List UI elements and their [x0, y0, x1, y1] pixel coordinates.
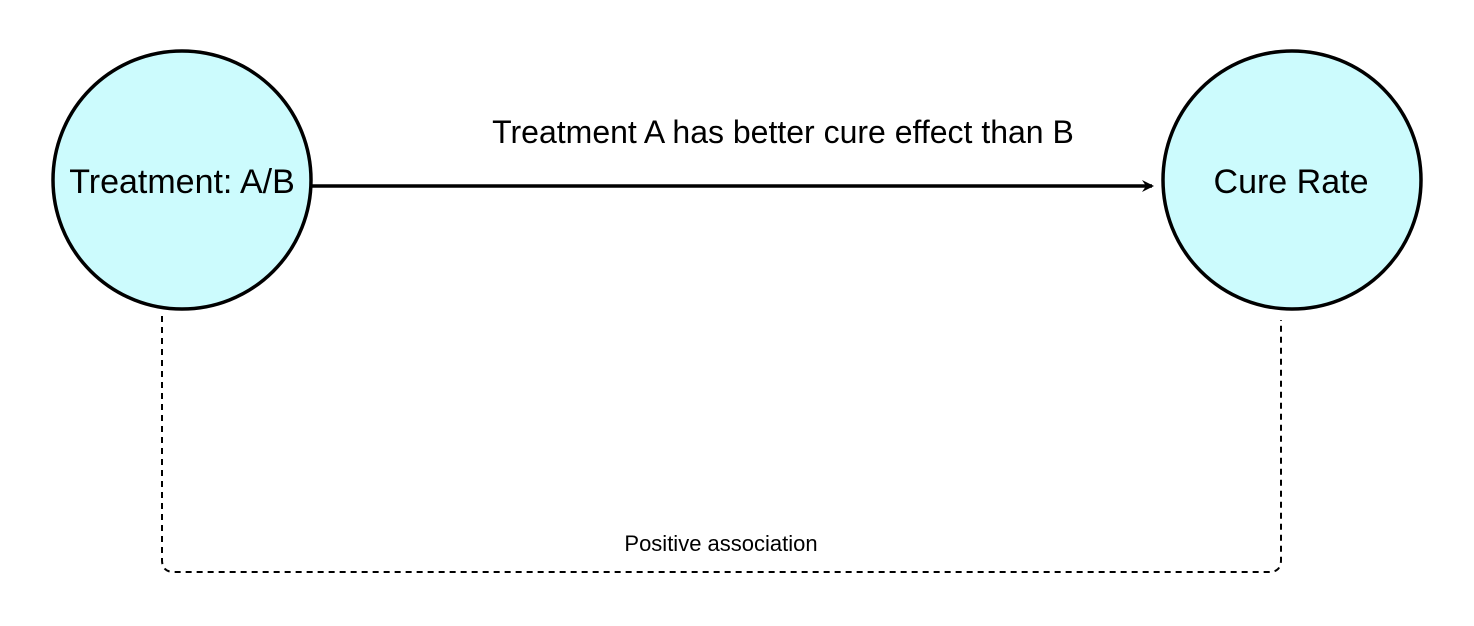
treatment-node-circle: [51, 49, 313, 311]
causal-edge-label: Treatment A has better cure effect than …: [492, 114, 1074, 150]
association-edge-label: Positive association: [624, 531, 817, 556]
cure-rate-node-label: Cure Rate: [1214, 163, 1369, 201]
cure-rate-node[interactable]: Cure Rate: [1161, 49, 1423, 311]
treatment-node-label: Treatment: A/B: [69, 163, 295, 201]
treatment-node[interactable]: Treatment: A/B: [51, 49, 313, 311]
cure-rate-node-circle: [1161, 49, 1423, 311]
